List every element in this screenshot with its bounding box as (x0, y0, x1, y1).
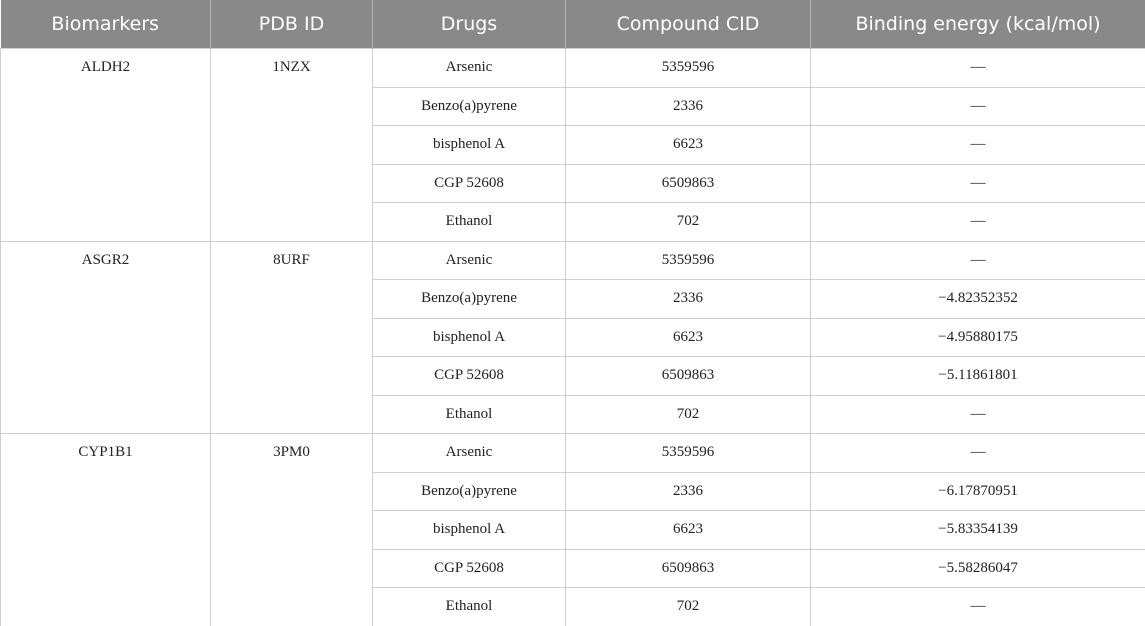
energy-cell: — (810, 394, 1145, 434)
drug-cell: Arsenic (372, 433, 566, 473)
cid-cell: 2336 (565, 471, 811, 511)
table-row: CYP1B1 3PM0 Arsenic 5359596— (0, 433, 1145, 626)
energy-cell: — (810, 125, 1145, 165)
energy-cell: — (810, 587, 1145, 626)
cid-cell: 6509863 (565, 548, 811, 588)
table-row: Ethanol 702— (1, 202, 1145, 242)
cid-cell: 5359596 (565, 48, 811, 88)
drug-cell: CGP 52608 (372, 356, 566, 396)
drug-cell: CGP 52608 (372, 548, 566, 588)
pdb-id-cell: 3PM0 (210, 433, 373, 626)
drug-cell: Ethanol (372, 202, 566, 242)
table-row: CGP 52608 6509863— (1, 163, 1145, 203)
cid-cell: 6623 (565, 125, 811, 165)
drug-cell: Arsenic (372, 240, 566, 280)
table-row: Benzo(a)pyrene 2336 −4.82352352 (1, 279, 1145, 319)
table-row: CGP 52608 6509863 −5.58286047 (1, 548, 1145, 588)
cid-cell: 6623 (565, 317, 811, 357)
energy-cell: — (810, 240, 1145, 280)
drug-cell: Ethanol (372, 394, 566, 434)
table-row: Ethanol 702— (1, 394, 1145, 434)
table-row: bisphenol A 6623 −4.95880175 (1, 317, 1145, 357)
cid-cell: 702 (565, 587, 811, 626)
table-row: ASGR2 8URF Arsenic 5359596— (0, 240, 1145, 434)
drug-cell: bisphenol A (372, 317, 566, 357)
cid-cell: 702 (565, 394, 811, 434)
cid-cell: 5359596 (565, 240, 811, 280)
drug-cell: CGP 52608 (372, 163, 566, 203)
drug-cell: Benzo(a)pyrene (372, 86, 566, 126)
header-cell: PDB ID (210, 0, 373, 49)
cid-cell: 6509863 (565, 356, 811, 396)
header-cell: Binding energy (kcal/mol) (810, 0, 1145, 49)
energy-cell: −4.82352352 (810, 279, 1145, 319)
energy-cell: −4.95880175 (810, 317, 1145, 357)
energy-cell: −5.83354139 (810, 510, 1145, 550)
cid-cell: 702 (565, 202, 811, 242)
energy-cell: −5.58286047 (810, 548, 1145, 588)
energy-cell: — (810, 433, 1145, 473)
header-cell: Drugs (372, 0, 566, 49)
energy-cell: — (810, 48, 1145, 88)
cid-cell: 6509863 (565, 163, 811, 203)
pdb-id-cell: 1NZX (210, 48, 373, 242)
energy-cell: — (810, 86, 1145, 126)
drug-cell: Benzo(a)pyrene (372, 279, 566, 319)
biomarker-cell: ASGR2 (0, 240, 211, 434)
energy-cell: −5.11861801 (810, 356, 1145, 396)
table-body: ALDH2 1NZX Arsenic 5359596— Benzo(a)pyrene 23… (0, 48, 1145, 626)
pdb-id-cell: 8URF (210, 240, 373, 434)
drug-cell: bisphenol A (372, 510, 566, 550)
header-cell: Biomarkers (0, 0, 211, 49)
table-row: ALDH2 1NZX Arsenic 5359596— (0, 48, 1145, 242)
drug-cell: bisphenol A (372, 125, 566, 165)
header-cell: Compound CID (565, 0, 811, 49)
cid-cell: 2336 (565, 279, 811, 319)
table-row: CGP 52608 6509863 −5.11861801 (1, 356, 1145, 396)
biomarker-cell: CYP1B1 (0, 433, 211, 626)
energy-cell: −6.17870951 (810, 471, 1145, 511)
drug-cell: Arsenic (372, 48, 566, 88)
table-row: bisphenol A 6623— (1, 125, 1145, 165)
cid-cell: 2336 (565, 86, 811, 126)
header-row: Biomarkers PDB ID Drugs Compound CID Binding… (0, 0, 1145, 49)
biomarker-cell: ALDH2 (0, 48, 211, 242)
drug-cell: Ethanol (372, 587, 566, 626)
table-row: Benzo(a)pyrene 2336 −6.17870951 (1, 471, 1145, 511)
energy-cell: — (810, 202, 1145, 242)
cid-cell: 6623 (565, 510, 811, 550)
energy-cell: — (810, 163, 1145, 203)
drug-cell: Benzo(a)pyrene (372, 471, 566, 511)
cid-cell: 5359596 (565, 433, 811, 473)
table-row: bisphenol A 6623 −5.83354139 (1, 510, 1145, 550)
